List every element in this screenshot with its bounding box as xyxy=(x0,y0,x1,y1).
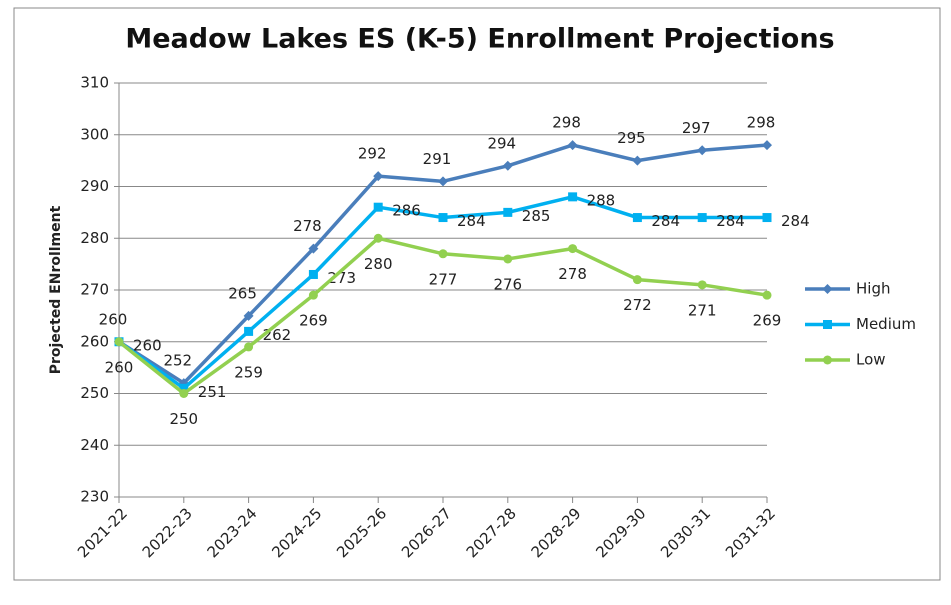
data-label: 276 xyxy=(493,275,522,293)
marker xyxy=(308,243,319,254)
legend-label: Medium xyxy=(856,315,916,333)
marker xyxy=(308,290,318,300)
data-label: 288 xyxy=(587,191,616,209)
marker xyxy=(697,280,707,290)
data-label: 271 xyxy=(688,301,717,319)
data-label: 295 xyxy=(617,129,646,147)
marker xyxy=(503,254,513,264)
data-label: 284 xyxy=(716,212,745,230)
chart-title: Meadow Lakes ES (K-5) Enrollment Project… xyxy=(125,24,834,55)
legend-marker xyxy=(823,355,832,365)
y-tick-label: 290 xyxy=(80,177,109,195)
data-label: 298 xyxy=(747,114,776,132)
marker xyxy=(632,155,643,166)
marker xyxy=(568,244,578,254)
data-label: 292 xyxy=(358,145,387,163)
marker xyxy=(762,290,772,300)
data-label: 298 xyxy=(552,114,581,132)
marker xyxy=(502,160,513,171)
data-label: 250 xyxy=(169,410,198,428)
data-label: 284 xyxy=(457,212,486,230)
data-label: 285 xyxy=(522,207,551,225)
y-axis-title: Projected ENrollment xyxy=(48,205,64,374)
data-label: 280 xyxy=(364,255,393,273)
marker xyxy=(373,233,383,243)
y-tick-label: 270 xyxy=(80,281,109,299)
data-label: 260 xyxy=(133,336,162,354)
marker xyxy=(244,342,254,352)
data-label: 260 xyxy=(99,310,128,328)
data-label: 262 xyxy=(263,326,292,344)
data-label: 291 xyxy=(423,150,452,168)
y-tick-label: 240 xyxy=(80,436,109,454)
data-label: 260 xyxy=(105,358,134,376)
marker xyxy=(632,213,642,223)
marker xyxy=(438,176,448,187)
marker xyxy=(243,310,254,321)
marker xyxy=(568,192,578,202)
marker xyxy=(697,213,707,223)
marker xyxy=(503,207,513,217)
marker xyxy=(373,202,383,212)
data-label: 251 xyxy=(198,383,227,401)
marker xyxy=(244,326,254,336)
y-tick-label: 310 xyxy=(80,74,109,92)
legend-label: Low xyxy=(856,351,886,369)
data-label: 269 xyxy=(753,312,782,330)
legend-marker xyxy=(822,284,833,294)
legend-label: High xyxy=(856,280,890,298)
chart-border xyxy=(13,7,941,581)
marker xyxy=(762,140,772,151)
data-label: 252 xyxy=(163,352,192,370)
data-label: 284 xyxy=(781,212,810,230)
data-label: 259 xyxy=(234,363,263,381)
data-label: 265 xyxy=(228,284,257,302)
marker xyxy=(308,269,318,279)
data-label: 269 xyxy=(299,312,328,330)
marker xyxy=(373,171,384,182)
legend-marker xyxy=(823,320,832,329)
data-label: 277 xyxy=(429,270,458,288)
marker xyxy=(697,145,708,156)
data-label: 286 xyxy=(392,202,421,220)
marker xyxy=(114,337,124,347)
marker xyxy=(438,213,448,223)
data-label: 272 xyxy=(623,296,652,314)
data-label: 294 xyxy=(487,134,516,152)
data-label: 278 xyxy=(558,265,587,283)
marker xyxy=(438,249,448,259)
y-tick-label: 260 xyxy=(80,332,109,350)
marker xyxy=(632,275,642,285)
data-label: 284 xyxy=(651,212,680,230)
data-label: 297 xyxy=(682,119,711,137)
marker xyxy=(179,389,189,398)
data-label: 273 xyxy=(327,269,356,287)
marker xyxy=(567,140,578,151)
marker xyxy=(762,213,772,223)
y-tick-label: 300 xyxy=(80,125,109,143)
marker xyxy=(179,383,189,393)
y-tick-label: 280 xyxy=(80,229,109,247)
y-tick-label: 230 xyxy=(80,488,109,506)
data-label: 278 xyxy=(293,217,322,235)
y-tick-label: 250 xyxy=(80,384,109,402)
